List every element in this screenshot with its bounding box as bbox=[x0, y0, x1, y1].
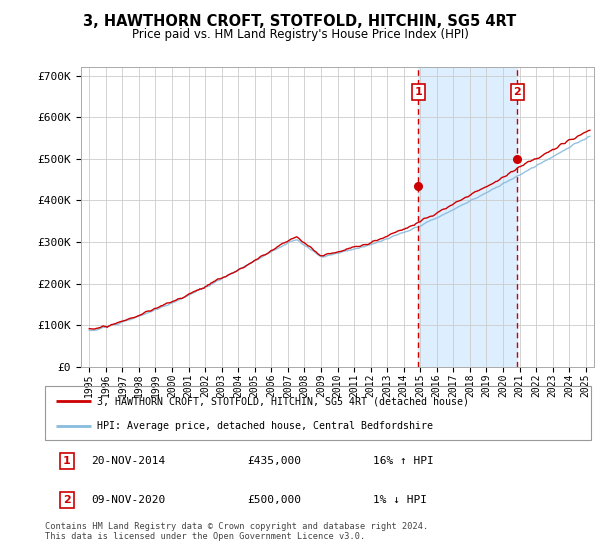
Text: Contains HM Land Registry data © Crown copyright and database right 2024.
This d: Contains HM Land Registry data © Crown c… bbox=[45, 522, 428, 542]
Text: 1: 1 bbox=[63, 456, 71, 466]
Text: 1: 1 bbox=[415, 87, 422, 97]
Text: 20-NOV-2014: 20-NOV-2014 bbox=[91, 456, 166, 466]
Text: 16% ↑ HPI: 16% ↑ HPI bbox=[373, 456, 433, 466]
Text: HPI: Average price, detached house, Central Bedfordshire: HPI: Average price, detached house, Cent… bbox=[97, 421, 433, 431]
Text: £435,000: £435,000 bbox=[247, 456, 301, 466]
Text: 3, HAWTHORN CROFT, STOTFOLD, HITCHIN, SG5 4RT: 3, HAWTHORN CROFT, STOTFOLD, HITCHIN, SG… bbox=[83, 14, 517, 29]
Text: 09-NOV-2020: 09-NOV-2020 bbox=[91, 495, 166, 505]
Text: Price paid vs. HM Land Registry's House Price Index (HPI): Price paid vs. HM Land Registry's House … bbox=[131, 28, 469, 41]
Text: 2: 2 bbox=[514, 87, 521, 97]
Text: 2: 2 bbox=[63, 495, 71, 505]
Bar bbox=[418, 67, 517, 367]
Text: 3, HAWTHORN CROFT, STOTFOLD, HITCHIN, SG5 4RT (detached house): 3, HAWTHORN CROFT, STOTFOLD, HITCHIN, SG… bbox=[97, 396, 469, 407]
Text: £500,000: £500,000 bbox=[247, 495, 301, 505]
Text: 1% ↓ HPI: 1% ↓ HPI bbox=[373, 495, 427, 505]
